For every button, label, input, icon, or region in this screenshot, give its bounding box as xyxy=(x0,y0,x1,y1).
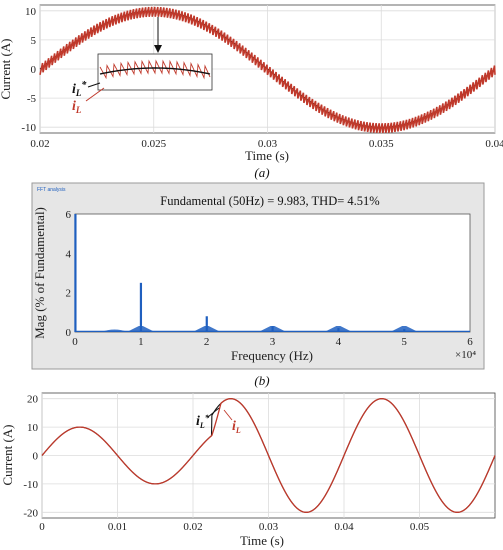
x-tick-label-c: 0.01 xyxy=(108,521,127,533)
y-tick-label-a: 5 xyxy=(31,35,37,47)
x-ticks-b: 0 1 2 3 4 5 6 xyxy=(72,336,473,348)
plot-area-b xyxy=(74,213,471,333)
y-tick-label-c: 0 xyxy=(33,451,39,463)
spectrum-peak xyxy=(74,214,77,332)
fft-title: Fundamental (50Hz) = 9.983, THD= 4.51% xyxy=(160,194,379,208)
y-label-b: Mag (% of Fundamental) xyxy=(32,207,47,339)
y-ticks-c: 20 10 0 -10 -20 xyxy=(23,394,38,520)
y-tick-label-a: 0 xyxy=(31,64,37,76)
x-tick-label-a: 0.035 xyxy=(369,138,394,150)
arrow-iL-a xyxy=(85,87,105,102)
x-multiplier-b: ×10⁴ xyxy=(455,349,476,361)
x-label-b: Frequency (Hz) xyxy=(231,348,313,363)
y-tick-label-c: 20 xyxy=(27,394,39,406)
x-tick-label-a: 0.025 xyxy=(141,138,166,150)
grid-a xyxy=(39,5,496,133)
y-tick-label-b: 4 xyxy=(66,248,72,260)
y-label-a: Current (A) xyxy=(0,38,13,99)
x-tick-label-c: 0.05 xyxy=(410,521,430,533)
x-tick-label-b: 4 xyxy=(336,336,342,348)
inset-series-iL-star xyxy=(99,67,211,75)
y-tick-label-a: 10 xyxy=(25,6,37,18)
zoom-arrowhead xyxy=(154,45,162,53)
x-tick-label-a: 0.02 xyxy=(30,138,49,150)
y-tick-label-b: 2 xyxy=(66,288,72,300)
y-ticks-a: 10 5 0 -5 -10 xyxy=(21,6,36,134)
spectrum-sideband xyxy=(126,326,155,332)
series-iL-a xyxy=(39,6,496,134)
label-iL-c: iL xyxy=(232,419,241,435)
x-tick-label-b: 6 xyxy=(467,336,473,348)
y-ticks-b: 6 4 2 0 xyxy=(66,209,72,339)
inset-series-iL xyxy=(99,59,211,80)
x-label-a: Time (s) xyxy=(245,148,289,163)
label-iL-a: iL xyxy=(72,99,82,115)
spectrum-sideband xyxy=(390,326,419,332)
y-tick-label-c: -10 xyxy=(23,479,38,491)
y-tick-label-b: 0 xyxy=(66,327,72,339)
x-tick-label-b: 5 xyxy=(401,336,407,348)
x-ticks-c: 0 0.01 0.02 0.03 0.04 0.05 xyxy=(39,521,429,533)
label-iL-star-a: iL* xyxy=(72,80,87,98)
spectrum-b xyxy=(74,214,470,332)
y-tick-label-c: 10 xyxy=(27,422,39,434)
spectrum-sideband xyxy=(258,326,287,332)
x-tick-label-b: 2 xyxy=(204,336,210,348)
x-tick-label-c: 0.03 xyxy=(259,521,279,533)
x-label-c: Time (s) xyxy=(240,533,284,548)
x-tick-label-c: 0.04 xyxy=(334,521,354,533)
caption-b: (b) xyxy=(254,373,269,388)
y-tick-label-a: -10 xyxy=(21,122,36,134)
x-tick-label-a: 0.04 xyxy=(485,138,503,150)
x-tick-label-c: 0.02 xyxy=(183,521,202,533)
x-ticks-a: 0.02 0.025 0.03 0.035 0.04 xyxy=(30,138,503,150)
series-iL-c xyxy=(41,398,496,513)
x-tick-label-b: 3 xyxy=(270,336,276,348)
spectrum-sideband xyxy=(192,326,221,332)
fft-window-label: FFT analysis xyxy=(37,187,66,193)
y-label-c: Current (A) xyxy=(0,424,15,485)
y-tick-label-c: -20 xyxy=(23,507,38,519)
arrow-iL-c xyxy=(223,409,233,421)
spectrum-sideband xyxy=(324,326,353,332)
arrow-iL-star-a xyxy=(87,82,101,88)
arrow-iL-star-c xyxy=(207,407,220,418)
x-tick-label-b: 1 xyxy=(138,336,144,348)
x-tick-label-a: 0.03 xyxy=(258,138,278,150)
spectrum-peak xyxy=(205,316,208,332)
caption-a: (a) xyxy=(254,165,269,180)
y-tick-label-b: 6 xyxy=(66,209,72,221)
x-tick-label-c: 0 xyxy=(39,521,45,533)
spectrum-peak xyxy=(139,282,143,332)
x-tick-label-b: 0 xyxy=(72,336,78,348)
panel-b: FFT analysis Fundamental (50Hz) = 9.983,… xyxy=(31,182,485,388)
y-tick-label-a: -5 xyxy=(27,93,37,105)
